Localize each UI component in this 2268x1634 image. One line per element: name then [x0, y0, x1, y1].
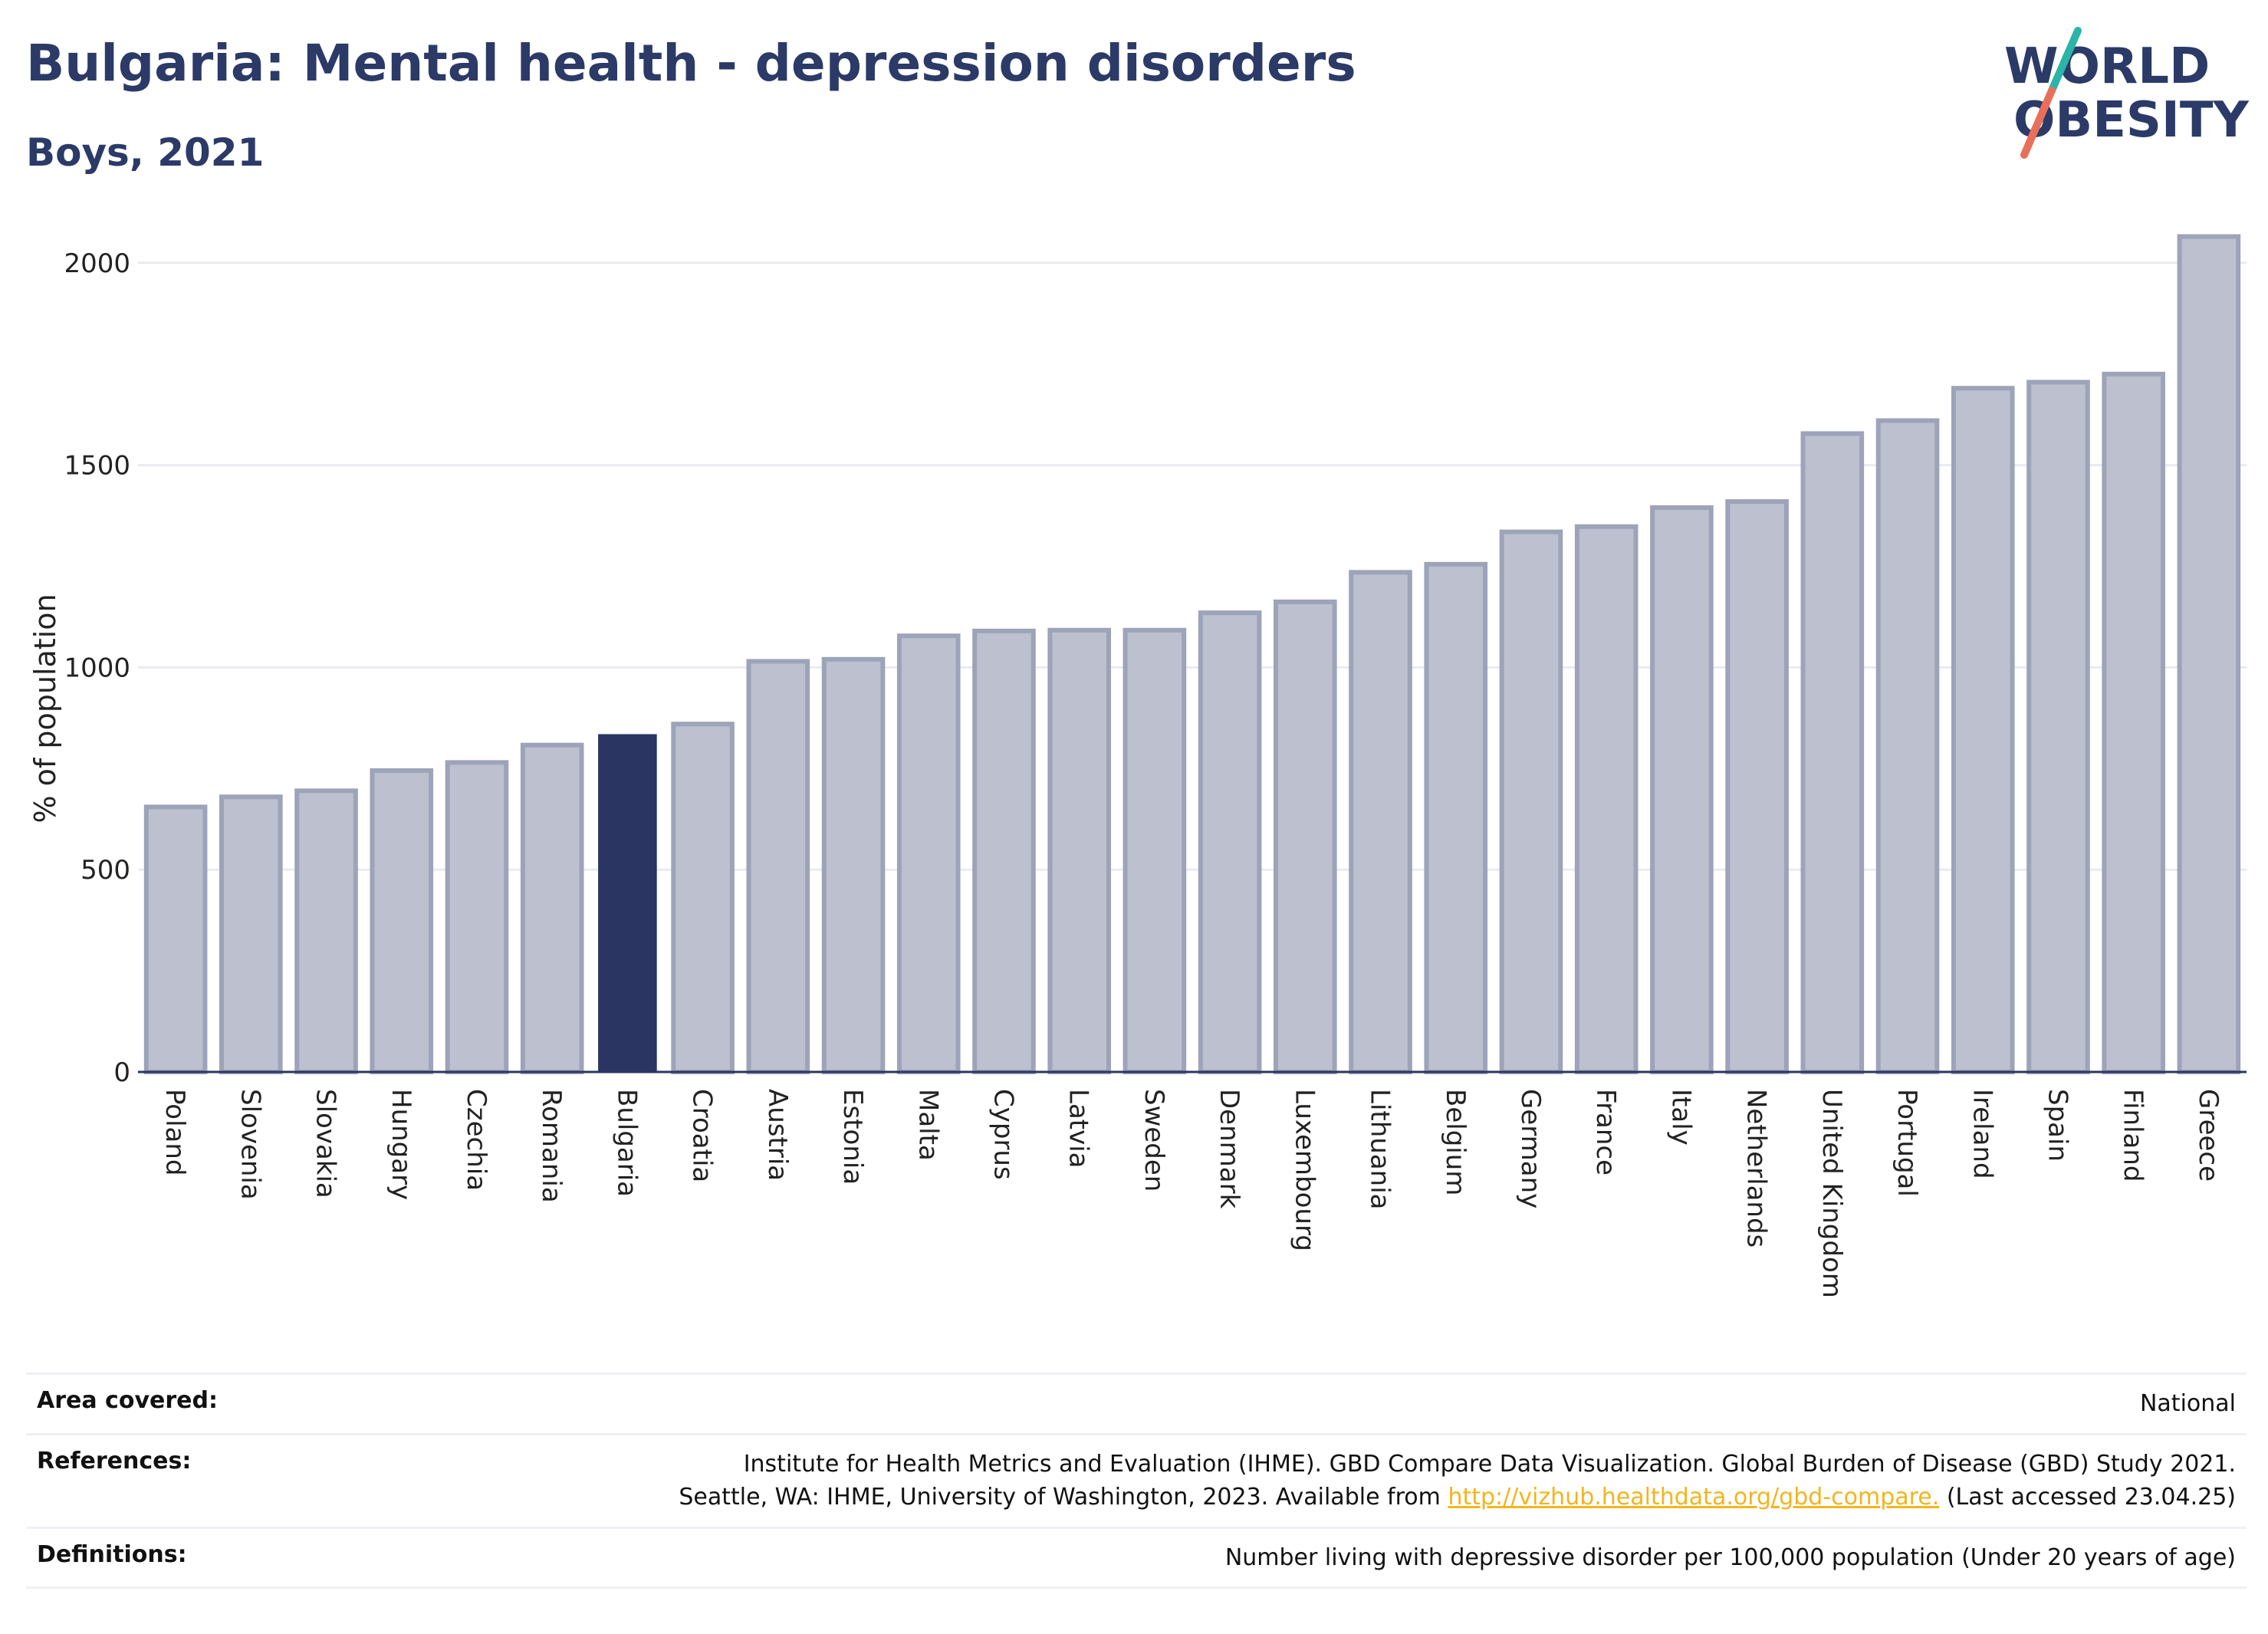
- bar-portugal: [1875, 418, 1940, 1074]
- logo-slash-red: [2020, 87, 2056, 159]
- chart-subtitle: Boys, 2021: [26, 130, 265, 175]
- area-value: National: [2139, 1390, 2236, 1417]
- x-tick-label: Portugal: [1892, 1089, 1922, 1197]
- x-tick-label: Latvia: [1063, 1089, 1094, 1169]
- logo-text-world: WORLD: [2004, 38, 2210, 95]
- bar-denmark: [1198, 610, 1262, 1074]
- x-tick-label: Croatia: [687, 1089, 718, 1182]
- x-tick-label: Bulgaria: [611, 1089, 642, 1197]
- bar-estonia: [821, 656, 886, 1074]
- bar-slovenia: [219, 794, 283, 1074]
- x-tick-label: Sweden: [1139, 1089, 1169, 1192]
- x-tick-label: Netherlands: [1741, 1089, 1772, 1248]
- x-tick-label: Hungary: [386, 1089, 416, 1200]
- x-tick-label: Czechia: [461, 1089, 491, 1191]
- bar-luxembourg: [1274, 599, 1337, 1074]
- bar-romania: [520, 742, 584, 1075]
- x-tick-label: Lithuania: [1365, 1089, 1395, 1209]
- bar-austria: [746, 659, 810, 1074]
- y-tick-label: 2000: [64, 248, 130, 279]
- x-tick-label: Estonia: [837, 1089, 868, 1185]
- x-tick-label: Slovenia: [235, 1089, 265, 1200]
- bar-italy: [1650, 505, 1714, 1074]
- chart-title: Bulgaria: Mental health - depression dis…: [26, 34, 1356, 93]
- y-axis-label: % of population: [28, 593, 62, 823]
- references-label: References:: [37, 1447, 192, 1475]
- info-row-references: References: Institute for Health Metrics…: [26, 1432, 2247, 1527]
- x-tick-label: Belgium: [1440, 1089, 1471, 1195]
- x-tick-label: France: [1590, 1089, 1621, 1175]
- references-line2: Seattle, WA: IHME, University of Washing…: [679, 1484, 1441, 1511]
- y-tick-label: 1000: [64, 653, 130, 683]
- bar-cyprus: [972, 628, 1036, 1074]
- bar-netherlands: [1725, 499, 1789, 1074]
- x-tick-label: Germany: [1515, 1089, 1546, 1208]
- x-tick-label: Italy: [1665, 1089, 1696, 1146]
- bars: [143, 234, 2241, 1075]
- y-tick-label: 500: [81, 855, 130, 886]
- x-tick-label: United Kingdom: [1816, 1089, 1847, 1298]
- references-value: Institute for Health Metrics and Evaluat…: [679, 1448, 2236, 1514]
- x-tick-label: Luxembourg: [1289, 1089, 1320, 1251]
- x-axis-ticks: Poland Slovenia Slovakia Hungary Czechia Roma…: [159, 1089, 2224, 1298]
- references-line1: Institute for Health Metrics and Evaluat…: [743, 1450, 2236, 1478]
- bar-croatia: [671, 722, 735, 1074]
- bar-bulgaria: [598, 734, 657, 1072]
- bar-france: [1574, 524, 1639, 1074]
- x-tick-label: Finland: [2118, 1089, 2148, 1182]
- bar-chart: 0 500 1000 1500 2000 Poland Slovenia Slovakia H…: [28, 234, 2247, 1298]
- x-tick-label: Cyprus: [988, 1089, 1018, 1180]
- x-tick-label: Ireland: [1967, 1089, 1997, 1179]
- bar-germany: [1499, 529, 1563, 1074]
- y-tick-label: 0: [113, 1057, 130, 1088]
- bar-latvia: [1047, 627, 1111, 1074]
- info-row-area: Area covered: National: [26, 1373, 2247, 1433]
- x-tick-label: Greece: [2193, 1089, 2224, 1182]
- x-tick-label: Denmark: [1214, 1089, 1244, 1209]
- area-label: Area covered:: [37, 1387, 218, 1414]
- x-tick-label: Malta: [912, 1089, 943, 1161]
- bar-greece: [2177, 234, 2241, 1074]
- bar-sweden: [1122, 627, 1187, 1074]
- logo-slash-teal: [2048, 27, 2082, 94]
- x-tick-label: Slovakia: [311, 1089, 341, 1198]
- info-table: Area covered: National References: Insti…: [26, 1373, 2247, 1589]
- bar-belgium: [1424, 561, 1488, 1075]
- logo-text-obesity: OBESITY: [2013, 92, 2249, 149]
- bar-poland: [143, 804, 208, 1075]
- y-tick-label: 1500: [64, 451, 130, 482]
- info-row-definitions: Definitions: Number living with depressi…: [26, 1526, 2247, 1589]
- x-tick-label: Spain: [2042, 1089, 2072, 1162]
- bar-czechia: [445, 760, 509, 1074]
- bar-united-kingdom: [1800, 431, 1865, 1075]
- bar-lithuania: [1349, 570, 1412, 1074]
- bar-spain: [2026, 380, 2090, 1074]
- y-axis-ticks: 0 500 1000 1500 2000: [64, 248, 130, 1088]
- world-obesity-logo: WORLD OBESITY: [2004, 27, 2249, 159]
- references-accessed: (Last accessed 23.04.25): [1946, 1484, 2236, 1511]
- bar-slovakia: [294, 788, 358, 1074]
- x-tick-label: Poland: [159, 1089, 190, 1176]
- definitions-label: Definitions:: [37, 1540, 187, 1568]
- x-tick-label: Austria: [762, 1089, 793, 1181]
- references-link[interactable]: http://vizhub.healthdata.org/gbd-compare…: [1448, 1484, 1940, 1511]
- bar-finland: [2102, 371, 2165, 1075]
- bar-malta: [896, 633, 961, 1074]
- bar-ireland: [1951, 386, 2015, 1075]
- bar-hungary: [370, 768, 434, 1075]
- definitions-value: Number living with depressive disorder p…: [1224, 1544, 2236, 1571]
- x-tick-label: Romania: [536, 1089, 567, 1203]
